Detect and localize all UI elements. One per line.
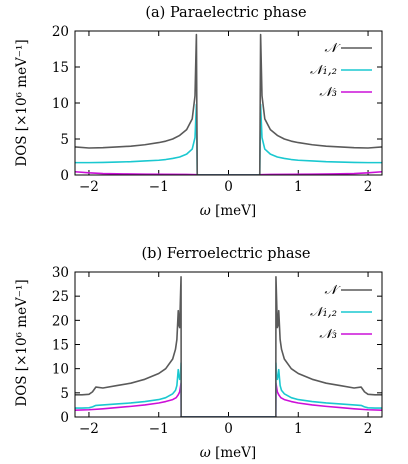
xtick-label: 0	[224, 421, 233, 437]
xtick-label: −2	[79, 421, 99, 437]
ytick-label: 5	[60, 132, 69, 148]
series-line-0	[75, 276, 382, 417]
xtick-label: −1	[149, 179, 169, 195]
series-line-1	[75, 103, 382, 175]
panel-b-xlabel: ω [meV]	[200, 445, 256, 461]
ytick-label: 20	[52, 313, 69, 329]
ytick-label: 30	[52, 265, 69, 281]
panel-b-xticks: −2 −1 0 1 2	[79, 272, 372, 437]
series-line-2	[75, 170, 382, 175]
panel-b-title: (b) Ferroelectric phase	[142, 246, 311, 262]
legend-n3: 𝒩₃	[319, 327, 337, 342]
panel-b: (b) Ferroelectric phase DOS [×10⁶ meV⁻¹]…	[14, 246, 383, 461]
series-line-1	[75, 362, 382, 417]
legend-n12: 𝒩₁,₂	[310, 63, 337, 78]
panel-a-plot	[75, 33, 382, 175]
xtick-label: 1	[294, 179, 303, 195]
series-line-0	[75, 33, 382, 175]
xtick-label: 1	[294, 421, 303, 437]
ytick-label: 25	[52, 289, 69, 305]
ytick-label: 0	[60, 168, 69, 184]
ytick-label: 15	[52, 338, 69, 354]
panel-b-legend: 𝒩 𝒩₁,₂ 𝒩₃	[310, 283, 372, 342]
ytick-label: 15	[52, 60, 69, 76]
legend-n3: 𝒩₃	[319, 85, 337, 100]
legend-n12: 𝒩₁,₂	[310, 305, 337, 320]
series-line-2	[75, 382, 382, 417]
panel-a: (a) Paraelectric phase DOS [×10⁶ meV⁻¹] …	[14, 5, 383, 219]
panel-a-xticks: −2 −1 0 1 2	[79, 31, 372, 195]
panel-a-legend: 𝒩 𝒩₁,₂ 𝒩₃	[310, 41, 372, 100]
ytick-label: 0	[60, 410, 69, 426]
panel-a-frame	[74, 30, 383, 176]
panel-a-title: (a) Paraelectric phase	[145, 5, 306, 21]
ytick-label: 5	[60, 386, 69, 402]
panel-b-frame	[74, 271, 383, 418]
xtick-label: −1	[149, 421, 169, 437]
xtick-label: 2	[364, 421, 373, 437]
panel-b-ylabel: DOS [×10⁶ meV⁻¹]	[14, 279, 30, 406]
ytick-label: 10	[52, 362, 69, 378]
panel-b-plot	[75, 276, 382, 417]
panel-b-yticks: 0 5 10 15 20 25 30	[52, 265, 382, 426]
ytick-label: 10	[52, 96, 69, 112]
xtick-label: 0	[224, 179, 233, 195]
panel-a-ylabel: DOS [×10⁶ meV⁻¹]	[14, 39, 30, 166]
ytick-label: 20	[52, 24, 69, 40]
legend-n: 𝒩	[325, 283, 342, 298]
panel-a-xlabel: ω [meV]	[200, 203, 256, 219]
xtick-label: −2	[79, 179, 99, 195]
legend-n: 𝒩	[325, 41, 342, 56]
xtick-label: 2	[364, 179, 373, 195]
